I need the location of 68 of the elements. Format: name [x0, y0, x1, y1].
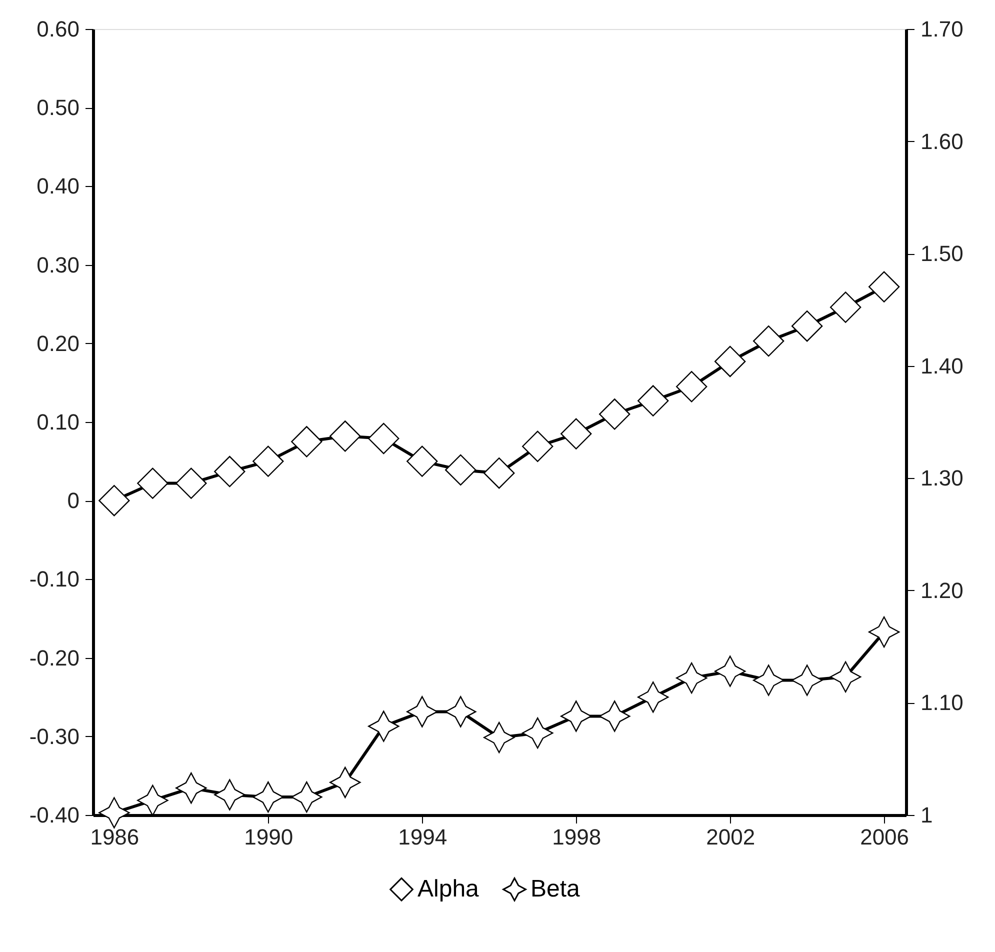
point [830, 661, 862, 692]
point [137, 468, 168, 499]
y-tick-label: 0.60 [36, 16, 80, 42]
point [368, 710, 400, 742]
y2-tick-label: 1.30 [920, 466, 964, 491]
point [752, 325, 784, 357]
y2-tick-label: 1.50 [920, 241, 964, 266]
point [791, 310, 823, 342]
x-tick-label: 2002 [706, 824, 756, 850]
y2-tick-label: 1.60 [920, 128, 964, 154]
point [484, 722, 515, 754]
x-tick-label: 2006 [860, 824, 910, 850]
y2-tick-label: 1.20 [920, 578, 964, 603]
point [676, 662, 708, 694]
y-tick-label: 0.50 [36, 95, 80, 120]
y-tick-label: -0.10 [29, 566, 80, 592]
y-tick-label: 0 [67, 488, 80, 514]
y2-tick-label: 1 [920, 802, 933, 828]
point [484, 457, 515, 489]
point [252, 781, 284, 813]
x-tick-label: 1994 [398, 824, 448, 850]
point [714, 656, 746, 687]
point [868, 271, 900, 302]
point [445, 454, 476, 486]
point [98, 485, 130, 516]
y-tick-label: -0.20 [29, 645, 80, 670]
point [214, 779, 246, 810]
point [330, 766, 361, 798]
point [560, 418, 592, 450]
point [868, 616, 900, 648]
point [445, 696, 476, 728]
point [176, 468, 207, 499]
point [214, 456, 246, 488]
y2-tick-label: 1.40 [920, 353, 964, 378]
y-tick-label: -0.40 [29, 802, 80, 828]
point [791, 664, 823, 696]
point [252, 446, 284, 477]
legend-label: Alpha [418, 875, 480, 902]
point [98, 797, 130, 828]
y-tick-label: 0.30 [36, 252, 80, 278]
point [522, 430, 554, 462]
y-tick-label: 0.40 [36, 174, 80, 199]
x-tick-label: 1998 [552, 824, 602, 850]
point [599, 398, 630, 430]
point [714, 346, 746, 378]
y2-tick-label: 1.70 [920, 16, 964, 42]
point [406, 446, 438, 477]
x-tick-label: 1990 [244, 824, 294, 850]
point [637, 682, 669, 713]
point [330, 420, 361, 452]
point [560, 700, 592, 732]
point [291, 426, 322, 458]
point [830, 292, 862, 323]
y-tick-label: 0.10 [36, 410, 80, 434]
y2-tick-label: 1.10 [920, 690, 964, 716]
y-tick-label: 0.20 [36, 330, 80, 356]
point [522, 717, 554, 749]
y-tick-label: -0.30 [29, 724, 80, 749]
point [368, 422, 400, 454]
x-tick-label: 1986 [90, 824, 140, 850]
point [291, 781, 322, 813]
point [676, 371, 708, 402]
point [637, 385, 669, 416]
point [599, 700, 630, 732]
legend-label: Beta [530, 875, 581, 902]
point [176, 772, 207, 804]
point [406, 696, 438, 728]
point [752, 664, 784, 696]
